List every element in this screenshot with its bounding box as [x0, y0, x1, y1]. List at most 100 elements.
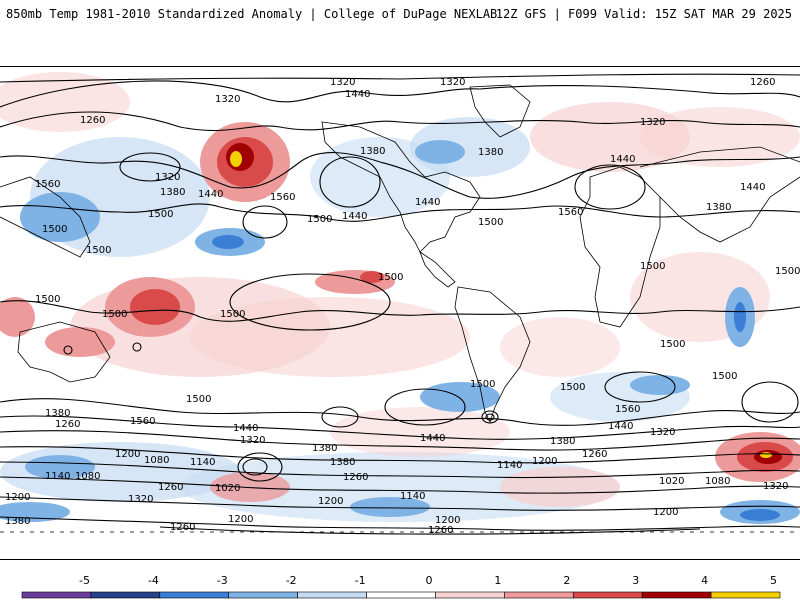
contour-label: 1440 [608, 421, 633, 432]
contour-label: 1560 [558, 207, 583, 218]
contour-label: 1560 [130, 416, 155, 427]
model-run-info: 12Z GFS | F099 Valid: 15Z SAT MAR 29 202… [495, 7, 792, 21]
contour-label: 1320 [763, 481, 788, 492]
contour-label: 1500 [470, 379, 495, 390]
colorbar-swatches [21, 591, 781, 599]
contour-label: 1440 [740, 182, 765, 193]
map-canvas: 1320 1380 1320 1440 1260 1260 1320 1380 … [0, 72, 800, 536]
contour-label: 1140 [497, 460, 522, 471]
anomaly-map: 1320 1380 1320 1440 1260 1260 1320 1380 … [0, 66, 800, 560]
colorbar-swatch [21, 591, 92, 599]
contour-label: 1080 [75, 471, 100, 482]
colorbar-swatch [435, 591, 505, 599]
contour-label: 1500 [102, 309, 127, 320]
contour-label: 1080 [705, 476, 730, 487]
contour-label-group: 1320 1380 1320 1440 1260 1260 1320 1380 … [5, 77, 800, 536]
contour-label: 1260 [170, 522, 195, 533]
contour-label: 1140 [190, 457, 215, 468]
contour-label: 1380 [550, 436, 575, 447]
contour-label: 1140 [400, 491, 425, 502]
colorbar-swatch [159, 591, 230, 599]
contour-label: 1320 [330, 77, 355, 88]
contour-label: 1500 [712, 371, 737, 382]
colorbar-tick-labels: -5 -4 -3 -2 -1 0 1 2 3 4 5 [79, 574, 777, 587]
colorbar-tick-label: 2 [563, 574, 570, 587]
colorbar-swatch [90, 591, 161, 599]
contour-label: 1500 [378, 272, 403, 283]
contour-label: 1260 [55, 419, 80, 430]
contour-label: 1500 [148, 209, 173, 220]
contour-label: 1020 [215, 483, 240, 494]
contour-label: 1560 [270, 192, 295, 203]
contour-label: 1260 [428, 525, 453, 536]
contour-label: 1320 [650, 427, 675, 438]
contour-label: 1380 [330, 457, 355, 468]
contour-label: 1260 [80, 115, 105, 126]
contour-label: 1500 [560, 382, 585, 393]
contour-label: 1500 [775, 266, 800, 277]
contour-label: 1320 [155, 172, 180, 183]
colorbar-swatch [228, 591, 298, 599]
contour-label: 1320 [440, 77, 465, 88]
colorbar-tick-label: 5 [770, 574, 777, 587]
contour-label: 1440 [420, 433, 445, 444]
contour-label: 1320 [215, 94, 240, 105]
contour-label: 1380 [706, 202, 731, 213]
colorbar-tick-label: 3 [632, 574, 639, 587]
contour-label: 1200 [435, 515, 460, 526]
colorbar-tick-label: -4 [148, 574, 159, 587]
colorbar-tick-label: 0 [426, 574, 433, 587]
contour-label: 1500 [220, 309, 245, 320]
colorbar-canvas: -5 -4 -3 -2 -1 0 1 2 3 4 5 [21, 574, 781, 599]
contour-label: 1200 [115, 449, 140, 460]
contour-label: 1440 [415, 197, 440, 208]
contour-label: 1320 [128, 494, 153, 505]
contour-label: 1500 [640, 261, 665, 272]
contour-label: 1200 [532, 456, 557, 467]
height-contours [0, 73, 800, 535]
colorbar-tick-label: -1 [355, 574, 366, 587]
contour-label: 1440 [342, 211, 367, 222]
contour-label: 1320 [240, 435, 265, 446]
colorbar-tick-label: -5 [79, 574, 90, 587]
contour-label: 1380 [45, 408, 70, 419]
colorbar-tick-label: 4 [701, 574, 708, 587]
contour-label: 1500 [35, 294, 60, 305]
colorbar-tick-label: 1 [494, 574, 501, 587]
contour-label: 1380 [5, 516, 30, 527]
colorbar-swatch [297, 591, 367, 599]
contour-label: 1440 [233, 423, 258, 434]
contour-label: 1260 [343, 472, 368, 483]
contour-label: 1320 [640, 117, 665, 128]
colorbar-swatch [710, 591, 781, 599]
map-title: 850mb Temp 1981-2010 Standardized Anomal… [6, 7, 498, 21]
contour-label: 1260 [750, 77, 775, 88]
colorbar-swatch [504, 591, 574, 599]
colorbar-swatch [572, 591, 643, 599]
contour-label: 1500 [42, 224, 67, 235]
colorbar-tick-label: -2 [286, 574, 297, 587]
contour-label: 1200 [5, 492, 30, 503]
contour-label: 1260 [158, 482, 183, 493]
contour-label: 1560 [35, 179, 60, 190]
contour-label: 1560 [615, 404, 640, 415]
map-header: 850mb Temp 1981-2010 Standardized Anomal… [0, 0, 800, 30]
contour-label: 1440 [610, 154, 635, 165]
contour-label: 1440 [198, 189, 223, 200]
contour-label: 1500 [307, 214, 332, 225]
contour-label: 1500 [186, 394, 211, 405]
colorbar-swatch [641, 591, 712, 599]
contour-label: 1500 [660, 339, 685, 350]
contour-label: 1380 [478, 147, 503, 158]
contour-label: 1440 [345, 89, 370, 100]
contour-label: 1380 [312, 443, 337, 454]
colorbar: -5 -4 -3 -2 -1 0 1 2 3 4 5 [0, 570, 800, 600]
contour-label: 1020 [659, 476, 684, 487]
contour-label: 1380 [160, 187, 185, 198]
contour-label: 1080 [144, 455, 169, 466]
contour-label: 1200 [228, 514, 253, 525]
colorbar-tick-label: -3 [217, 574, 228, 587]
contour-label: 1140 [45, 471, 70, 482]
contour-label: 1200 [653, 507, 678, 518]
coastlines [0, 84, 800, 533]
